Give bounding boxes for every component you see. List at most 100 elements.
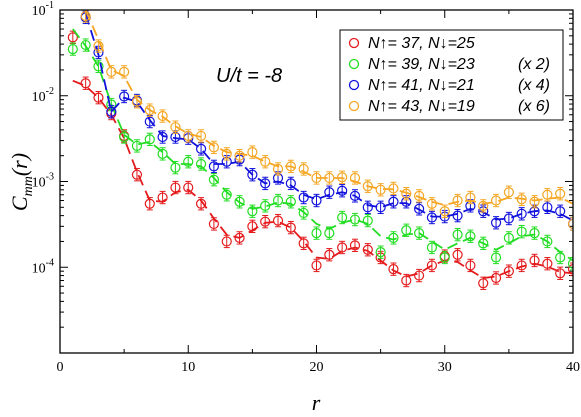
- data-point: [452, 210, 463, 221]
- data-point: [452, 249, 463, 260]
- data-point: [80, 78, 91, 89]
- data-point: [67, 32, 78, 43]
- data-point: [311, 260, 322, 271]
- data-point: [401, 275, 412, 286]
- data-point: [542, 258, 553, 269]
- data-point: [221, 148, 232, 159]
- y-axis-label-sub: mm: [21, 176, 36, 196]
- data-layer: [67, 10, 573, 290]
- data-point: [247, 221, 258, 232]
- ticks-layer: 0 10 20 30 40 10-4 10-3 10-2 10-1: [32, 0, 580, 375]
- data-point: [195, 198, 207, 209]
- data-point: [298, 238, 309, 249]
- data-point: [106, 106, 117, 117]
- data-point: [157, 131, 168, 143]
- data-point: [503, 213, 514, 224]
- data-point: [285, 196, 296, 207]
- data-point: [311, 228, 322, 239]
- data-point: [106, 66, 117, 77]
- data-point: [324, 249, 335, 260]
- x-tick-label: 30: [438, 360, 452, 375]
- data-point: [195, 143, 207, 154]
- data-point: [247, 206, 258, 217]
- legend-label: N↑= 43, N↓=19: [368, 98, 475, 115]
- data-point: [337, 212, 348, 223]
- data-point: [234, 196, 245, 207]
- data-point: [478, 278, 489, 289]
- data-point: [67, 43, 78, 55]
- data-point: [131, 140, 143, 152]
- data-point: [272, 163, 284, 175]
- data-point: [195, 130, 207, 142]
- data-point: [439, 206, 450, 217]
- data-point: [349, 240, 361, 251]
- data-point: [490, 252, 502, 263]
- data-point: [426, 242, 438, 253]
- data-point: [414, 228, 425, 239]
- data-point: [298, 192, 309, 203]
- data-point: [183, 130, 194, 142]
- data-point: [529, 196, 540, 207]
- data-point: [285, 178, 296, 189]
- series-2-fit-line: [72, 28, 573, 262]
- data-point: [170, 162, 181, 173]
- data-point: [183, 182, 194, 193]
- data-point: [542, 236, 553, 247]
- data-point: [208, 161, 219, 172]
- data-point: [208, 142, 219, 153]
- series-4: [80, 10, 573, 231]
- data-point: [375, 247, 386, 258]
- legend-label: N↑= 41, N↓=21: [368, 77, 475, 94]
- plot-frame: [59, 9, 574, 354]
- data-point: [298, 163, 309, 175]
- data-point: [490, 217, 502, 228]
- data-point: [426, 212, 438, 223]
- legend-marker: [348, 37, 360, 49]
- data-point: [362, 244, 373, 255]
- data-point: [195, 158, 207, 170]
- legend-label: N↑= 37, N↓=25: [368, 35, 475, 52]
- data-point: [93, 92, 104, 103]
- data-point: [529, 255, 540, 266]
- data-point: [208, 174, 219, 185]
- data-point: [349, 172, 361, 184]
- y-axis-label-main: C: [7, 196, 32, 211]
- data-point: [285, 222, 296, 233]
- legend-marker: [348, 58, 360, 70]
- data-point: [503, 187, 514, 198]
- data-point: [555, 206, 566, 217]
- data-point: [144, 198, 155, 209]
- data-point: [375, 202, 386, 213]
- data-point: [234, 232, 245, 243]
- data-point: [272, 195, 284, 206]
- data-point: [298, 207, 309, 219]
- data-point: [337, 242, 348, 253]
- data-point: [555, 252, 566, 263]
- data-point: [119, 91, 130, 102]
- legend-multiplier: (x 4): [518, 77, 550, 94]
- y-axis-label-suffix: (r): [7, 153, 32, 176]
- data-point: [414, 203, 425, 214]
- data-point: [324, 187, 335, 198]
- data-point: [555, 268, 566, 279]
- data-point: [337, 172, 348, 183]
- data-point: [131, 96, 143, 107]
- data-point: [311, 172, 322, 184]
- data-point: [516, 260, 527, 271]
- x-tick-label: 10: [181, 360, 195, 375]
- data-point: [157, 148, 168, 159]
- legend-items: N↑= 37, N↓=25 N↑= 39, N↓=23 (x 2) N↑= 41, N…: [348, 35, 550, 115]
- data-point: [452, 229, 463, 240]
- data-point: [362, 202, 373, 213]
- data-point: [388, 232, 399, 243]
- data-point: [452, 195, 463, 206]
- data-point: [490, 195, 502, 206]
- data-point: [465, 231, 476, 242]
- data-point: [221, 189, 232, 200]
- legend: N↑= 37, N↓=25 N↑= 39, N↓=23 (x 2) N↑= 41, N…: [339, 29, 564, 121]
- legend-label: N↑= 39, N↓=23: [368, 56, 475, 73]
- data-point: [80, 39, 91, 51]
- data-point: [555, 188, 566, 199]
- data-point: [388, 183, 399, 194]
- data-point: [131, 169, 143, 180]
